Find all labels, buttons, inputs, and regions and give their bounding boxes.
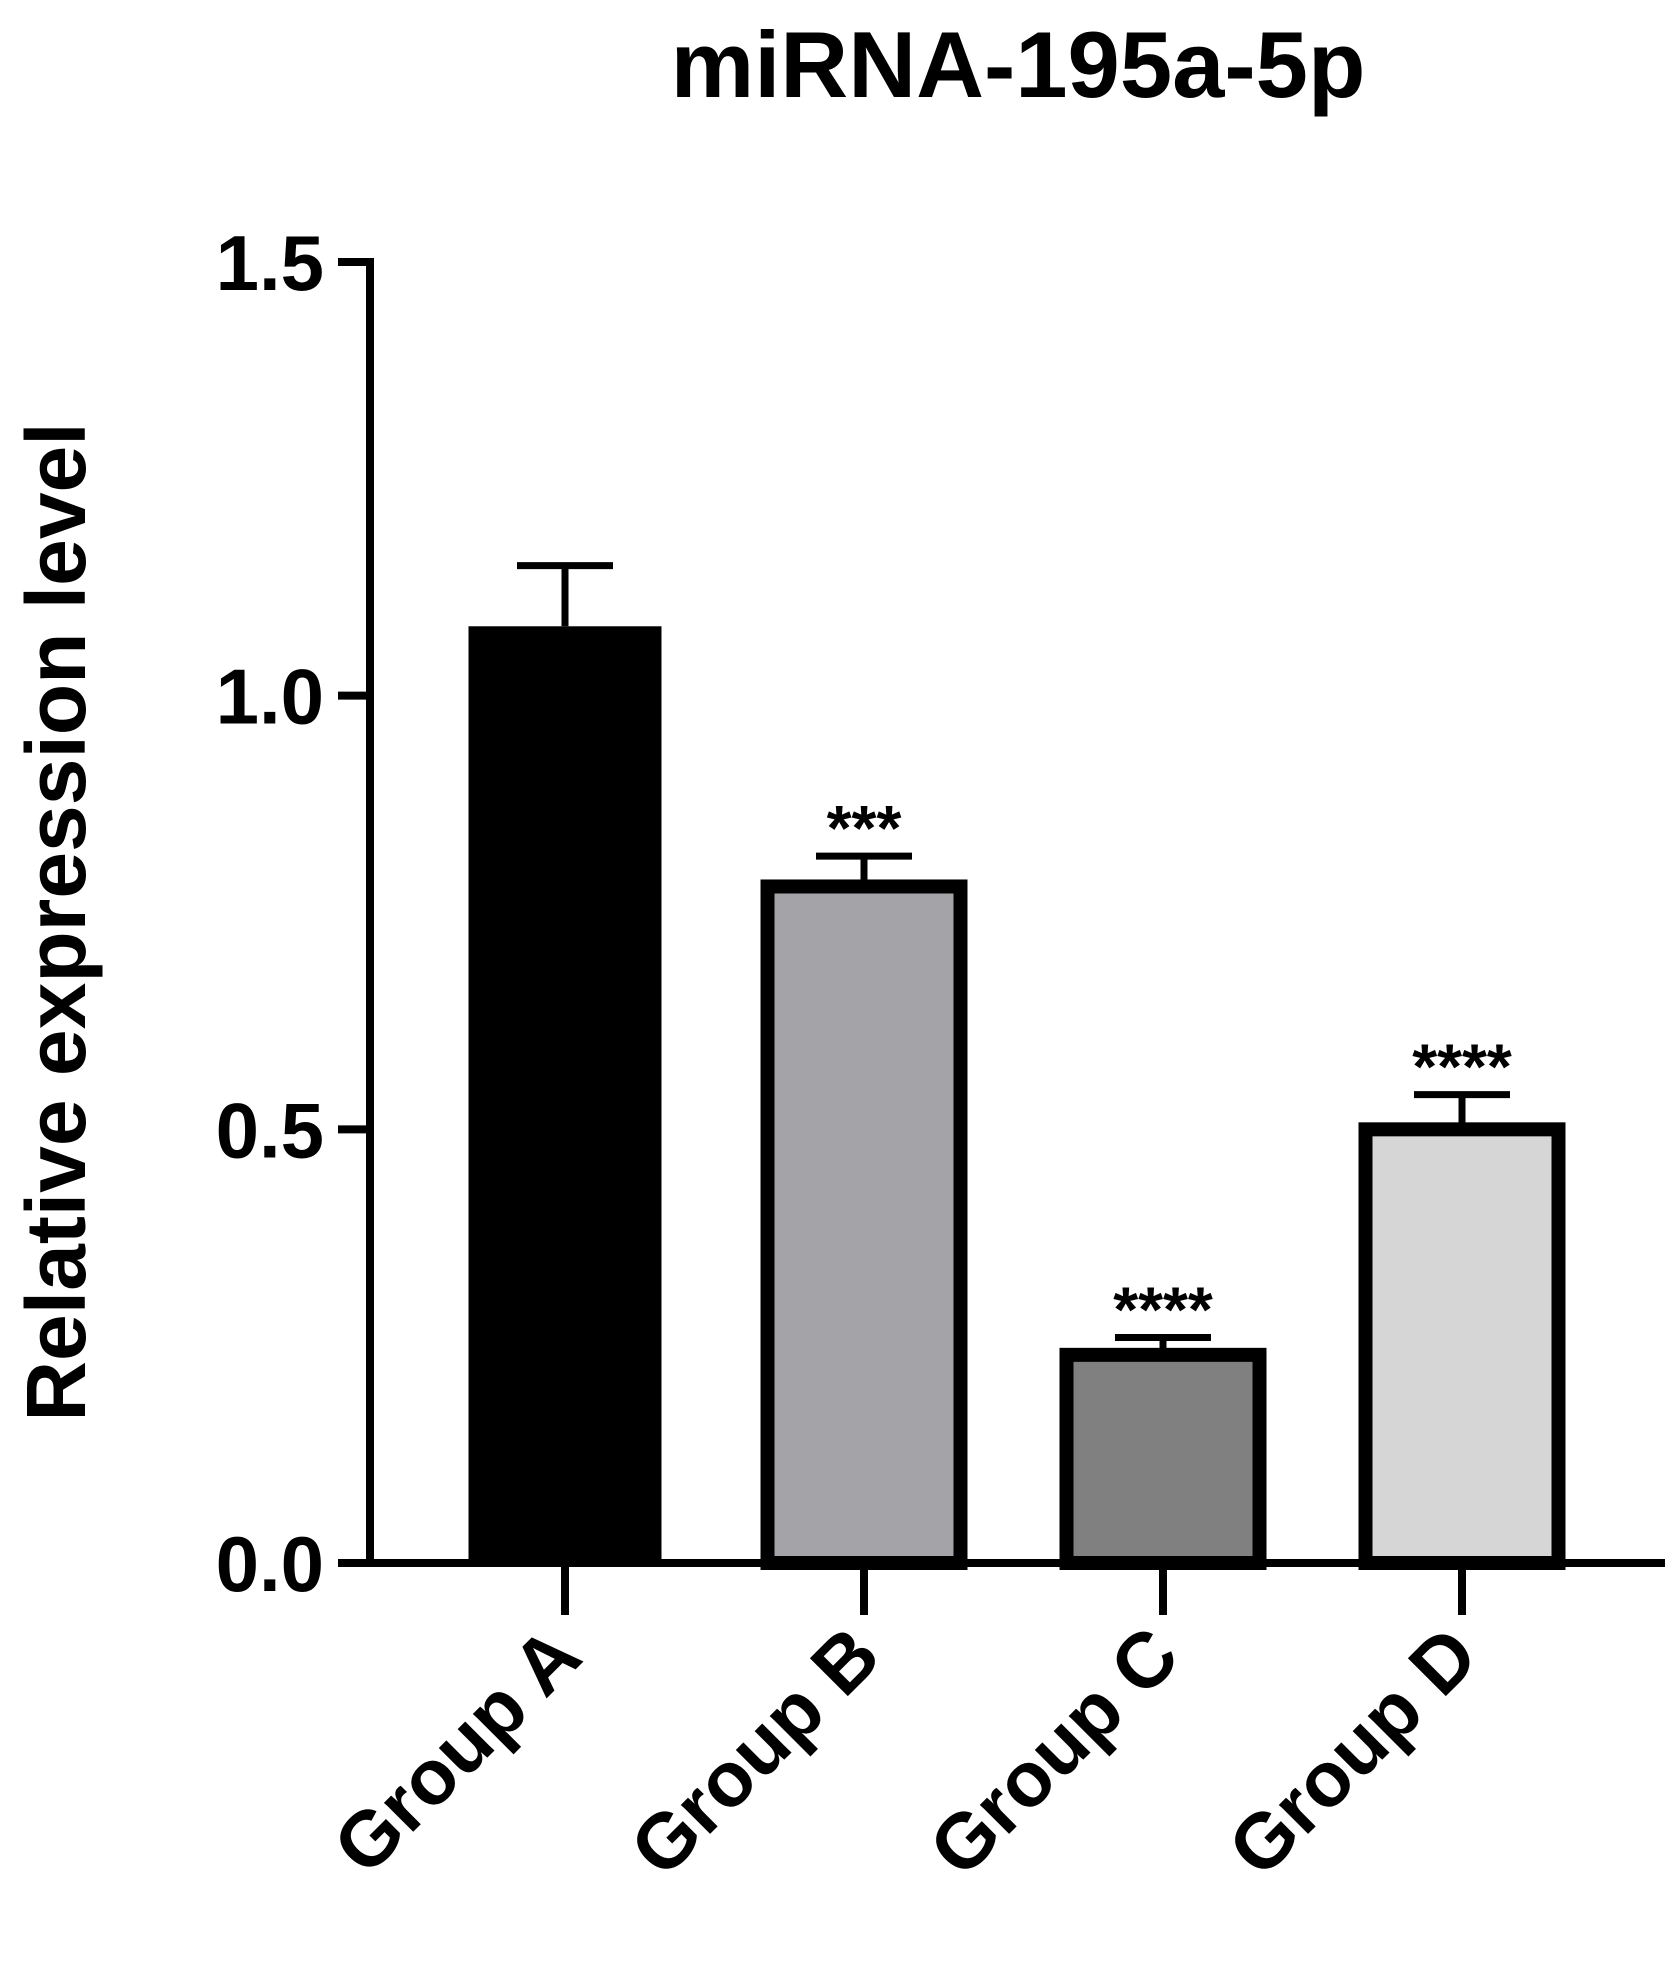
x-tick-label: Group B	[613, 1610, 896, 1893]
y-axis-label: Relative expression level	[9, 422, 103, 1421]
significance-label: ****	[1412, 1031, 1512, 1103]
x-ticks-group: Group A Group B Group C Group D	[316, 1563, 1494, 1893]
bar-group-b	[760, 879, 968, 1570]
significance-label: ***	[827, 792, 902, 864]
bar-group-a	[468, 626, 662, 1563]
chart-title: miRNA-195a-5p	[671, 12, 1366, 117]
bars-group	[468, 626, 1566, 1571]
y-tick-label: 1.5	[216, 219, 324, 307]
significance-label: ****	[1113, 1273, 1213, 1345]
x-tick-label: Group A	[316, 1610, 597, 1891]
y-ticks-group: 0.0 0.5 1.0 1.5	[216, 219, 370, 1608]
bar-group-c	[1059, 1347, 1267, 1570]
y-tick-label: 0.0	[216, 1520, 324, 1608]
y-tick-label: 1.0	[216, 653, 324, 741]
significance-group: ***********	[827, 792, 1512, 1345]
y-tick-label: 0.5	[216, 1086, 324, 1174]
axes-group	[366, 258, 1665, 1567]
bar-group-d	[1358, 1122, 1566, 1571]
x-tick-label: Group C	[912, 1610, 1195, 1893]
error-bars-group	[517, 562, 1510, 1355]
x-tick-label: Group D	[1211, 1610, 1494, 1893]
